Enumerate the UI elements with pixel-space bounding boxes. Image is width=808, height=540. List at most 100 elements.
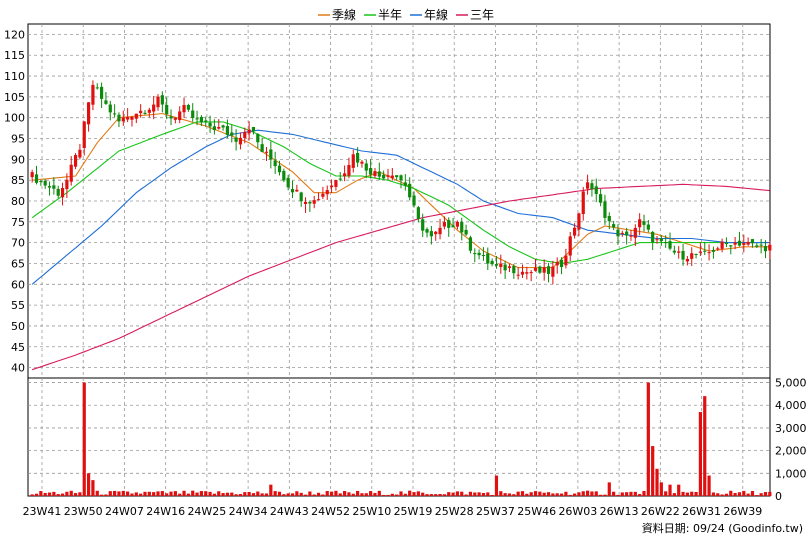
- candle-up: [78, 149, 82, 158]
- candlesticks: [30, 80, 772, 285]
- volume-bar: [325, 491, 329, 496]
- volume-tick-label: 3,000: [775, 422, 807, 435]
- price-tick-label: 70: [11, 237, 25, 250]
- volume-bar: [221, 493, 225, 496]
- candle-down: [208, 122, 212, 127]
- candle-down: [668, 241, 672, 249]
- candle-down: [755, 245, 759, 247]
- candle-down: [473, 253, 477, 255]
- volume-bar: [477, 492, 481, 496]
- volume-bars: [30, 382, 772, 496]
- candle-down: [395, 175, 399, 178]
- volume-bar: [529, 492, 533, 496]
- candle-down: [56, 188, 60, 196]
- x-tick-label: 25W46: [517, 505, 556, 518]
- candle-up: [438, 227, 442, 235]
- volume-bar: [507, 493, 512, 496]
- price-tick-label: 40: [11, 362, 25, 375]
- candle-up: [742, 243, 746, 246]
- volume-bar: [356, 490, 360, 496]
- candle-down: [612, 224, 616, 228]
- volume-bar: [698, 412, 703, 496]
- candle-up: [60, 187, 65, 198]
- volume-bar: [416, 491, 420, 496]
- x-tick-label: 23W41: [23, 505, 62, 518]
- price-tick-label: 115: [4, 49, 25, 62]
- volume-bar: [364, 493, 368, 496]
- volume-bar: [56, 494, 60, 496]
- candle-up: [152, 104, 156, 112]
- volume-bar: [377, 490, 381, 496]
- volume-bar: [204, 491, 208, 496]
- candle-down: [308, 202, 312, 204]
- candle-up: [733, 242, 737, 245]
- price-tick-label: 60: [11, 278, 25, 291]
- volume-bar: [382, 494, 386, 496]
- volume-bar: [638, 494, 642, 496]
- volume-tick-label: 0: [775, 490, 782, 503]
- volume-bar: [733, 492, 737, 496]
- candle-down: [191, 110, 195, 118]
- volume-bar: [321, 494, 325, 496]
- volume-bar: [520, 491, 525, 496]
- volume-bar: [351, 493, 355, 496]
- candle-up: [243, 132, 247, 138]
- candle-down: [711, 249, 716, 252]
- candle-down: [672, 250, 676, 253]
- candle-up: [30, 172, 34, 178]
- candle-down: [277, 165, 282, 173]
- volume-bar: [542, 492, 546, 496]
- candle-up: [321, 193, 325, 197]
- candle-down: [47, 186, 52, 188]
- volume-bar: [429, 494, 433, 496]
- volume-bar: [43, 493, 47, 496]
- candle-down: [616, 229, 620, 237]
- candle-up: [529, 272, 533, 274]
- volume-bar: [668, 484, 672, 496]
- candle-down: [143, 112, 147, 114]
- volume-bar: [486, 492, 490, 496]
- candle-down: [34, 174, 39, 183]
- volume-bar: [490, 494, 494, 496]
- volume-bar: [442, 494, 446, 496]
- volume-bar: [113, 490, 117, 496]
- candle-up: [329, 185, 334, 188]
- candle-down: [52, 185, 56, 189]
- volume-bar: [716, 493, 720, 496]
- volume-bar: [460, 491, 464, 496]
- x-tick-label: 26W39: [723, 505, 762, 518]
- volume-bar: [208, 491, 212, 496]
- volume-bar: [468, 491, 473, 496]
- volume-bar: [165, 493, 169, 496]
- volume-bar: [247, 492, 251, 496]
- volume-bar: [607, 482, 611, 496]
- candle-down: [212, 126, 217, 131]
- volume-bar: [160, 491, 164, 496]
- volume-bar: [52, 491, 56, 496]
- candle-down: [447, 220, 451, 228]
- candle-down: [221, 125, 225, 128]
- candle-up: [698, 251, 703, 253]
- x-tick-label: 24W52: [311, 505, 350, 518]
- volume-bar: [746, 493, 750, 496]
- legend: 季線 半年 年線 三年: [318, 7, 494, 22]
- candle-up: [390, 175, 394, 179]
- volume-bar: [95, 490, 99, 496]
- volume-bar: [499, 491, 503, 496]
- candle-down: [590, 183, 594, 190]
- volume-bar: [533, 491, 538, 496]
- volume-bar: [763, 492, 768, 496]
- volume-bar: [546, 492, 551, 496]
- volume-bar: [234, 494, 238, 496]
- candle-down: [599, 194, 603, 203]
- volume-bar: [338, 493, 342, 496]
- volume-bar: [503, 493, 507, 496]
- volume-bar: [369, 491, 373, 496]
- volume-bar: [139, 493, 143, 496]
- candle-down: [451, 225, 455, 228]
- candle-down: [117, 114, 121, 122]
- volume-tick-label: 1,000: [775, 467, 807, 480]
- candle-down: [39, 181, 43, 183]
- x-tick-label: 24W34: [229, 505, 268, 518]
- candle-down: [468, 237, 473, 251]
